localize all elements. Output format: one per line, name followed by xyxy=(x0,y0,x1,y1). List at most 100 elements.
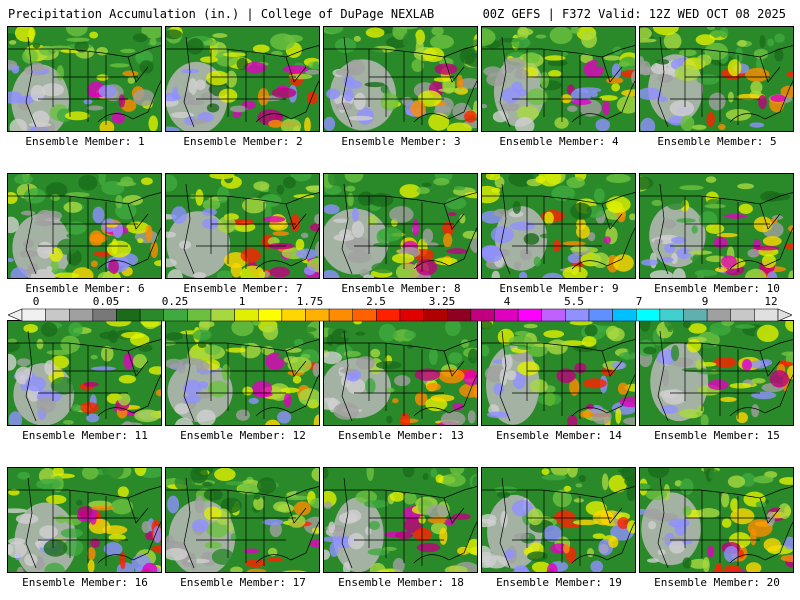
model-run-info: 00Z GEFS | F372 Valid: 12Z WED OCT 08 20… xyxy=(482,7,786,21)
colorbar-swatch xyxy=(447,308,472,322)
ensemble-map-5[interactable] xyxy=(639,26,794,132)
colorbar-swatch xyxy=(588,308,613,322)
colorbar-swatch xyxy=(116,308,141,322)
colorbar-swatch xyxy=(139,308,164,322)
colorbar-tick-label: 7 xyxy=(635,295,643,308)
ensemble-member-label: Ensemble Member: 19 xyxy=(496,576,622,589)
precip-field xyxy=(8,321,161,425)
colorbar-swatch xyxy=(21,308,46,322)
ensemble-member-label: Ensemble Member: 3 xyxy=(341,135,461,148)
colorbar-swatch xyxy=(612,308,637,322)
ensemble-member-label: Ensemble Member: 15 xyxy=(654,429,780,442)
precip-field xyxy=(640,27,793,131)
colorbar-swatch xyxy=(210,308,235,322)
ensemble-map-11[interactable] xyxy=(7,320,162,426)
colorbar-swatch xyxy=(683,308,708,322)
ensemble-map-7[interactable] xyxy=(165,173,320,279)
ensemble-map-16[interactable] xyxy=(7,467,162,573)
ensemble-member-label: Ensemble Member: 9 xyxy=(499,282,619,295)
colorbar-swatch xyxy=(517,308,542,322)
ensemble-map-13[interactable] xyxy=(323,320,478,426)
colorbar-swatch xyxy=(754,308,779,322)
ensemble-map-10[interactable] xyxy=(639,173,794,279)
precip-field xyxy=(482,468,635,572)
ensemble-member-label: Ensemble Member: 16 xyxy=(22,576,148,589)
colorbar-tick-label: 9 xyxy=(701,295,709,308)
colorbar-swatch xyxy=(45,308,70,322)
ensemble-map-4[interactable] xyxy=(481,26,636,132)
precip-field xyxy=(8,27,161,131)
precip-field xyxy=(482,174,635,278)
colorbar-tick-label: 1.75 xyxy=(296,295,324,308)
ensemble-map-12[interactable] xyxy=(165,320,320,426)
ensemble-member-label: Ensemble Member: 10 xyxy=(654,282,780,295)
colorbar-swatch xyxy=(92,308,117,322)
ensemble-member-label: Ensemble Member: 11 xyxy=(22,429,148,442)
ensemble-member-label: Ensemble Member: 2 xyxy=(183,135,303,148)
colorbar: 0 0.05 0.25 1 1.75 2.5 3.25 4 5.5 7 9 12 xyxy=(8,296,792,322)
colorbar-swatch xyxy=(706,308,731,322)
ensemble-map-8[interactable] xyxy=(323,173,478,279)
ensemble-member-label: Ensemble Member: 20 xyxy=(654,576,780,589)
ensemble-member-label: Ensemble Member: 13 xyxy=(338,429,464,442)
colorbar-swatch xyxy=(423,308,448,322)
precip-field xyxy=(324,321,477,425)
colorbar-swatch xyxy=(305,308,330,322)
colorbar-tick-label: 4 xyxy=(503,295,511,308)
ensemble-map-18[interactable] xyxy=(323,467,478,573)
ensemble-map-1[interactable] xyxy=(7,26,162,132)
colorbar-tick-label: 0.05 xyxy=(92,295,120,308)
precip-field xyxy=(640,321,793,425)
colorbar-swatch xyxy=(69,308,94,322)
precip-field xyxy=(324,27,477,131)
precip-field xyxy=(482,27,635,131)
ensemble-map-14[interactable] xyxy=(481,320,636,426)
precip-field xyxy=(166,321,319,425)
ensemble-member-label: Ensemble Member: 12 xyxy=(180,429,306,442)
precip-field xyxy=(166,468,319,572)
colorbar-swatch xyxy=(352,308,377,322)
ensemble-map-2[interactable] xyxy=(165,26,320,132)
colorbar-swatch xyxy=(730,308,755,322)
ensemble-member-label: Ensemble Member: 1 xyxy=(25,135,145,148)
colorbar-tick-label: 2.5 xyxy=(366,295,386,308)
precip-field xyxy=(482,321,635,425)
colorbar-swatch xyxy=(636,308,661,322)
precip-field xyxy=(166,174,319,278)
ensemble-map-15[interactable] xyxy=(639,320,794,426)
ensemble-member-label: Ensemble Member: 17 xyxy=(180,576,306,589)
colorbar-tick-label: 1 xyxy=(238,295,246,308)
precip-field xyxy=(324,468,477,572)
colorbar-scale xyxy=(8,308,792,322)
colorbar-swatch xyxy=(659,308,684,322)
ensemble-map-17[interactable] xyxy=(165,467,320,573)
colorbar-tick-label: 3.25 xyxy=(428,295,456,308)
colorbar-tick-label: 12 xyxy=(764,295,778,308)
ensemble-map-19[interactable] xyxy=(481,467,636,573)
precip-field xyxy=(640,468,793,572)
precip-field xyxy=(324,174,477,278)
colorbar-swatch xyxy=(541,308,566,322)
colorbar-tick-label: 0 xyxy=(32,295,40,308)
ensemble-map-3[interactable] xyxy=(323,26,478,132)
ensemble-map-9[interactable] xyxy=(481,173,636,279)
colorbar-arrow-right xyxy=(777,308,792,322)
ensemble-member-label: Ensemble Member: 5 xyxy=(657,135,777,148)
precip-field xyxy=(8,468,161,572)
colorbar-arrow-left xyxy=(8,308,23,322)
ensemble-map-6[interactable] xyxy=(7,173,162,279)
precip-field xyxy=(8,174,161,278)
colorbar-swatch xyxy=(163,308,188,322)
map-title: Precipitation Accumulation (in.) | Colle… xyxy=(8,7,435,21)
ensemble-member-label: Ensemble Member: 7 xyxy=(183,282,303,295)
ensemble-member-label: Ensemble Member: 8 xyxy=(341,282,461,295)
colorbar-tick-label: 0.25 xyxy=(161,295,189,308)
ensemble-member-label: Ensemble Member: 18 xyxy=(338,576,464,589)
colorbar-swatch xyxy=(258,308,283,322)
colorbar-swatch xyxy=(565,308,590,322)
precip-field xyxy=(640,174,793,278)
ensemble-map-20[interactable] xyxy=(639,467,794,573)
colorbar-swatch xyxy=(281,308,306,322)
colorbar-swatch xyxy=(376,308,401,322)
colorbar-swatch xyxy=(187,308,212,322)
